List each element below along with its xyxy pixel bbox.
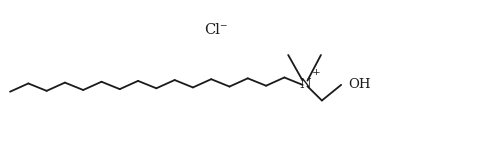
Text: OH: OH: [348, 78, 370, 91]
Text: +: +: [312, 68, 320, 77]
Text: Cl⁻: Cl⁻: [204, 23, 227, 37]
Text: N: N: [300, 78, 311, 91]
